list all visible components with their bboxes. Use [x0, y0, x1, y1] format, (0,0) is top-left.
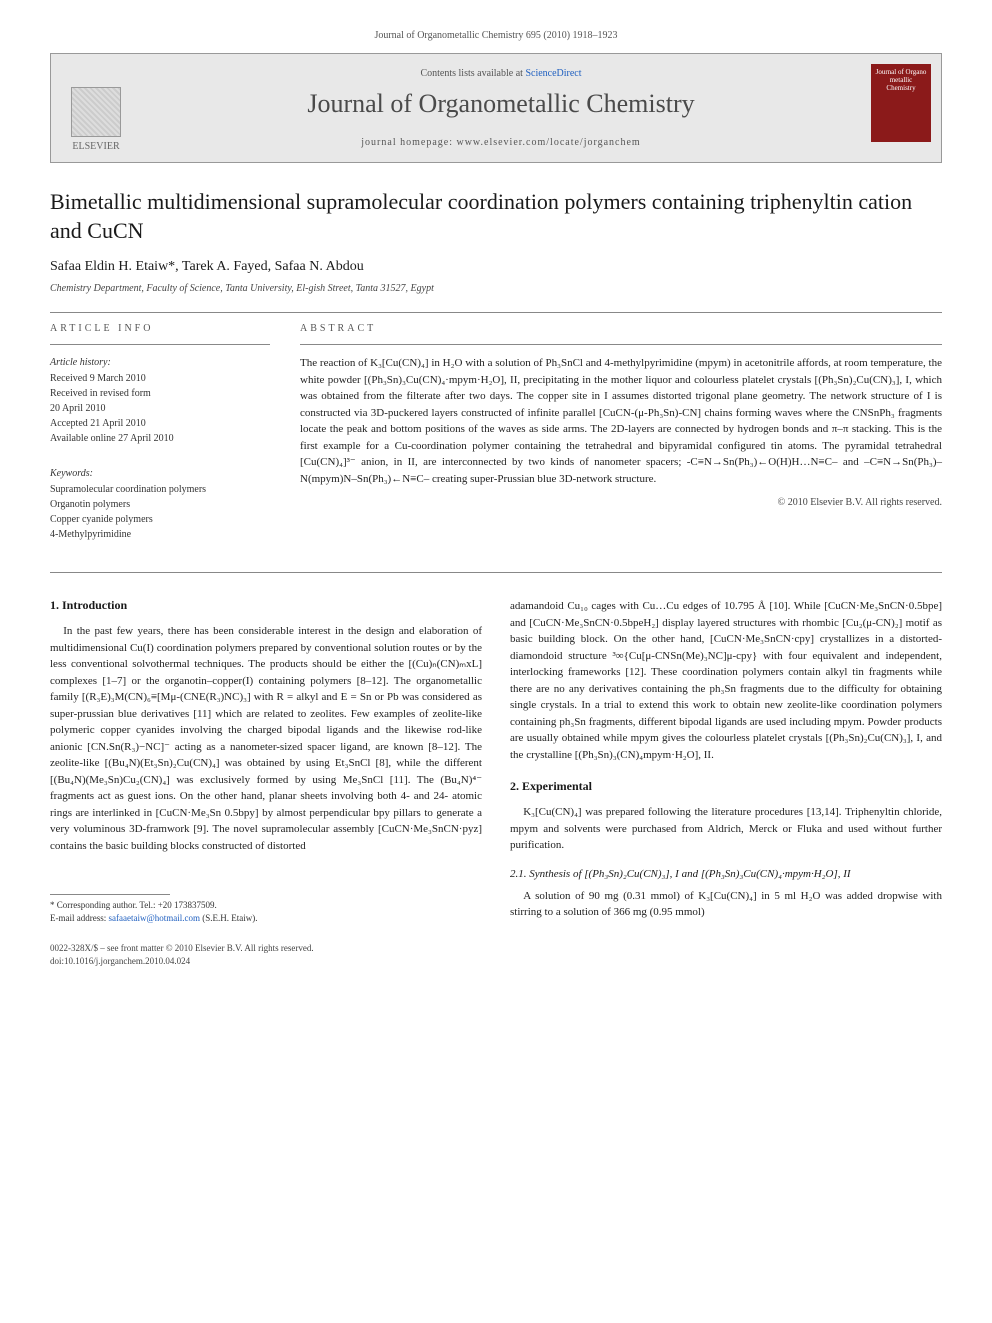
history-line: Received in revised form — [50, 386, 270, 401]
footer-line-2: doi:10.1016/j.jorganchem.2010.04.024 — [50, 955, 942, 968]
footnote-rule — [50, 894, 170, 895]
abstract-text: The reaction of K₃[Cu(CN)₄] in H₂O with … — [300, 355, 942, 487]
history-line: Received 9 March 2010 — [50, 371, 270, 386]
footer-line-1: 0022-328X/$ – see front matter © 2010 El… — [50, 942, 942, 955]
intro-para-1: In the past few years, there has been co… — [50, 623, 482, 854]
rule-top — [50, 312, 942, 313]
article-title: Bimetallic multidimensional supramolecul… — [50, 188, 942, 245]
contents-available: Contents lists available at ScienceDirec… — [141, 68, 861, 79]
article-info-label: ARTICLE INFO — [50, 323, 270, 334]
masthead: ELSEVIER Contents lists available at Sci… — [50, 53, 942, 163]
footer: 0022-328X/$ – see front matter © 2010 El… — [50, 942, 942, 967]
keyword: Supramolecular coordination polymers — [50, 482, 270, 497]
journal-cover-thumb: Journal of Organo metallic Chemistry — [871, 64, 931, 142]
journal-homepage: journal homepage: www.elsevier.com/locat… — [141, 137, 861, 148]
rule-info — [50, 344, 270, 345]
body-columns: 1. Introduction In the past few years, t… — [50, 598, 942, 924]
email-link[interactable]: safaaetaiw@hotmail.com — [108, 913, 200, 923]
elsevier-tree-icon — [71, 87, 121, 137]
history-label: Article history: — [50, 355, 270, 370]
footnote-block: * Corresponding author. Tel.: +20 173837… — [50, 894, 482, 924]
running-header: Journal of Organometallic Chemistry 695 … — [50, 30, 942, 41]
history-block: Article history: Received 9 March 2010 R… — [50, 355, 270, 446]
history-line: Accepted 21 April 2010 — [50, 416, 270, 431]
exp-para-1: K₃[Cu(CN)₄] was prepared following the l… — [510, 804, 942, 854]
keyword: Organotin polymers — [50, 497, 270, 512]
history-line: 20 April 2010 — [50, 401, 270, 416]
section-intro-title: 1. Introduction — [50, 598, 482, 613]
synth-para-1: A solution of 90 mg (0.31 mmol) of K₃[Cu… — [510, 888, 942, 921]
abstract-col: ABSTRACT The reaction of K₃[Cu(CN)₄] in … — [300, 323, 942, 542]
history-line: Available online 27 April 2010 — [50, 431, 270, 446]
publisher-name: ELSEVIER — [71, 141, 121, 152]
section-exp-title: 2. Experimental — [510, 779, 942, 794]
keyword: 4-Methylpyrimidine — [50, 527, 270, 542]
cover-thumb-block: Journal of Organo metallic Chemistry — [861, 54, 941, 162]
email-suffix: (S.E.H. Etaiw). — [200, 913, 258, 923]
publisher-block: ELSEVIER — [51, 54, 141, 162]
rule-abstract — [300, 344, 942, 345]
keywords-block: Keywords: Supramolecular coordination po… — [50, 466, 270, 542]
abstract-label: ABSTRACT — [300, 323, 942, 334]
homepage-label: journal homepage: — [361, 137, 456, 148]
contents-text: Contents lists available at — [420, 68, 525, 79]
corresponding-author: * Corresponding author. Tel.: +20 173837… — [50, 899, 482, 912]
abstract-copyright: © 2010 Elsevier B.V. All rights reserved… — [300, 497, 942, 508]
masthead-center: Contents lists available at ScienceDirec… — [141, 54, 861, 162]
article-info-col: ARTICLE INFO Article history: Received 9… — [50, 323, 270, 542]
authors: Safaa Eldin H. Etaiw*, Tarek A. Fayed, S… — [50, 259, 942, 275]
email-label: E-mail address: — [50, 913, 108, 923]
affiliation: Chemistry Department, Faculty of Science… — [50, 283, 942, 294]
homepage-url[interactable]: www.elsevier.com/locate/jorganchem — [456, 137, 640, 148]
subsection-synth-title: 2.1. Synthesis of [(Ph₃Sn)₂Cu(CN)₃], I a… — [510, 868, 942, 880]
rule-mid — [50, 572, 942, 573]
keywords-label: Keywords: — [50, 466, 270, 481]
intro-para-2: adamandoid Cu₁₀ cages with Cu…Cu edges o… — [510, 598, 942, 763]
keyword: Copper cyanide polymers — [50, 512, 270, 527]
sciencedirect-link[interactable]: ScienceDirect — [525, 68, 581, 79]
journal-title: Journal of Organometallic Chemistry — [141, 89, 861, 119]
